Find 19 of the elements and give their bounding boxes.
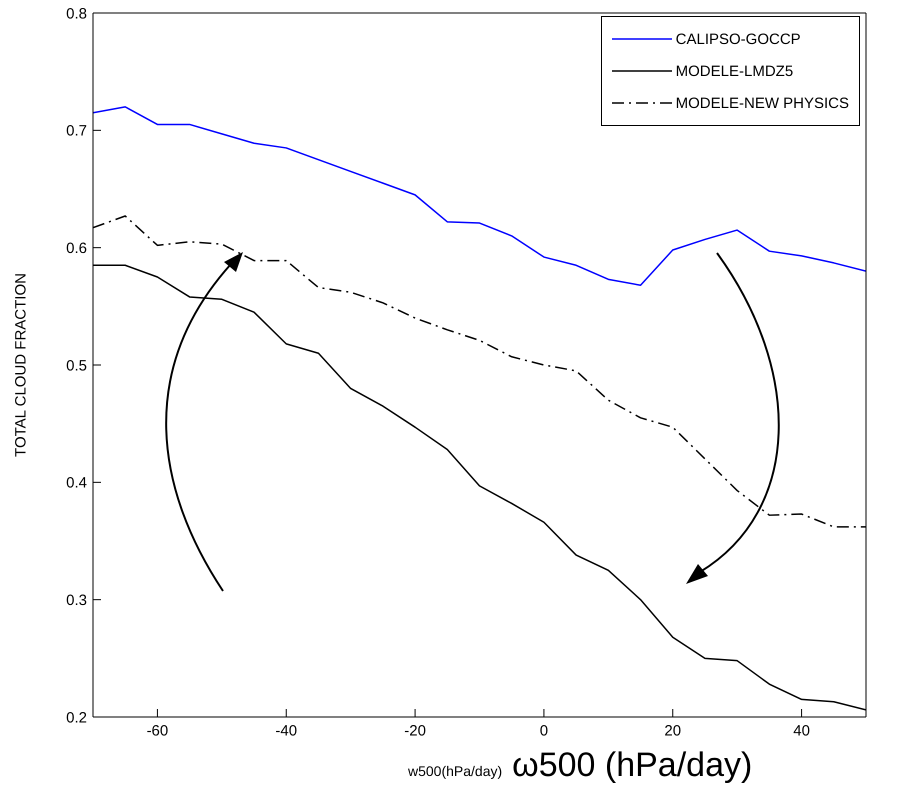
x-axis-title: w500(hPa/day): [408, 763, 502, 779]
legend-label: MODELE-NEW PHYSICS: [676, 94, 849, 112]
legend-label: MODELE-LMDZ5: [676, 62, 794, 80]
y-axis-title: TOTAL CLOUD FRACTION: [12, 273, 30, 457]
x-tick-label: -20: [404, 722, 426, 740]
y-tick-label: 0.8: [66, 5, 87, 22]
x-tick-label: -60: [146, 722, 168, 740]
x-tick-label: 0: [540, 722, 548, 740]
y-tick-label: 0.5: [66, 357, 87, 374]
y-tick-label: 0.3: [66, 592, 87, 609]
y-tick-label: 0.4: [66, 474, 87, 492]
y-tick-label: 0.2: [66, 709, 87, 726]
text: ω500 (hPa/day): [512, 746, 752, 785]
y-tick-label: 0.6: [66, 240, 87, 257]
x-tick-label: -40: [275, 722, 298, 740]
legend-label: CALIPSO-GOCCP: [676, 30, 801, 48]
x-tick-label: 20: [664, 722, 682, 740]
y-tick-label: 0.7: [66, 122, 87, 140]
x-tick-label: 40: [793, 722, 810, 740]
